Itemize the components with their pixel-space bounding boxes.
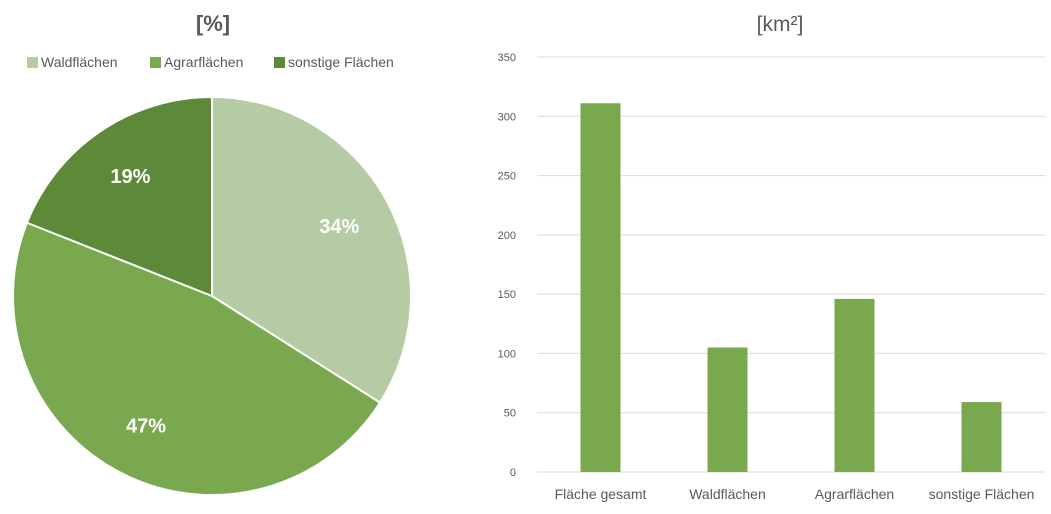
bar-waldflaechen bbox=[707, 347, 748, 472]
pie-label-agrarflaechen: 47% bbox=[126, 415, 166, 437]
y-tick-label-0: 0 bbox=[510, 467, 516, 479]
pie-slice-waldflaechen bbox=[211, 95, 412, 405]
pie-legend: Waldflächen Agrarflächen sonstige Flächen bbox=[27, 54, 394, 70]
x-tick-label-flaeche-gesamt: Fläche gesamt bbox=[555, 486, 647, 502]
bar-flaeche-gesamt bbox=[580, 103, 621, 472]
y-tick-label-250: 250 bbox=[498, 171, 516, 183]
y-tick-label-150: 150 bbox=[498, 289, 516, 301]
y-tick-label-50: 50 bbox=[504, 408, 516, 420]
legend-swatch-waldflaechen bbox=[27, 57, 38, 68]
pie-chart-panel: [%] Waldflächen Agrarflächen sonstige Fläc… bbox=[0, 0, 430, 509]
y-tick-label-350: 350 bbox=[498, 52, 516, 64]
pie-label-sonstige-flaechen: 19% bbox=[110, 166, 150, 188]
legend-label-agrarflaechen: Agrarflächen bbox=[164, 54, 243, 70]
x-tick-label-waldflaechen: Waldflächen bbox=[689, 486, 766, 502]
y-tick-label-300: 300 bbox=[498, 111, 516, 123]
bar-x-axis-labels: Fläche gesamt Waldflächen Agrarflächen sons… bbox=[555, 486, 1035, 502]
bar-gridlines bbox=[537, 56, 1045, 473]
legend-item-agrarflaechen: Agrarflächen bbox=[150, 54, 243, 70]
bar-chart-panel: [km²] 0 50 100 150 200 250 300 350 Fläche gesam… bbox=[470, 0, 1051, 509]
pie-slice-sonstige-flaechen bbox=[25, 95, 213, 298]
legend-swatch-sonstige-flaechen bbox=[274, 57, 285, 68]
pie-slices bbox=[12, 95, 412, 496]
legend-label-waldflaechen: Waldflächen bbox=[41, 54, 118, 70]
bar-chart-title: [km²] bbox=[757, 13, 804, 36]
pie-data-labels: 34% 47% 19% bbox=[110, 166, 359, 438]
legend-item-waldflaechen: Waldflächen bbox=[27, 54, 118, 70]
y-tick-label-100: 100 bbox=[498, 348, 516, 360]
legend-item-sonstige-flaechen: sonstige Flächen bbox=[274, 54, 394, 70]
bar-sonstige-flaechen bbox=[961, 402, 1002, 472]
bar-y-axis-ticks: 0 50 100 150 200 250 300 350 bbox=[498, 52, 516, 479]
pie-chart: [%] Waldflächen Agrarflächen sonstige Fläc… bbox=[12, 11, 412, 496]
y-tick-label-200: 200 bbox=[498, 230, 516, 242]
legend-label-sonstige-flaechen: sonstige Flächen bbox=[288, 54, 394, 70]
pie-slice-agrarflaechen bbox=[12, 221, 382, 496]
x-tick-label-agrarflaechen: Agrarflächen bbox=[815, 486, 894, 502]
pie-chart-title: [%] bbox=[196, 11, 230, 36]
x-tick-label-sonstige-flaechen: sonstige Flächen bbox=[929, 486, 1035, 502]
legend-swatch-agrarflaechen bbox=[150, 57, 161, 68]
bar-agrarflaechen bbox=[834, 298, 875, 472]
bar-chart: [km²] 0 50 100 150 200 250 300 350 Fläche gesam… bbox=[498, 13, 1045, 502]
bar-bars bbox=[580, 103, 1002, 472]
pie-label-waldflaechen: 34% bbox=[319, 216, 359, 238]
